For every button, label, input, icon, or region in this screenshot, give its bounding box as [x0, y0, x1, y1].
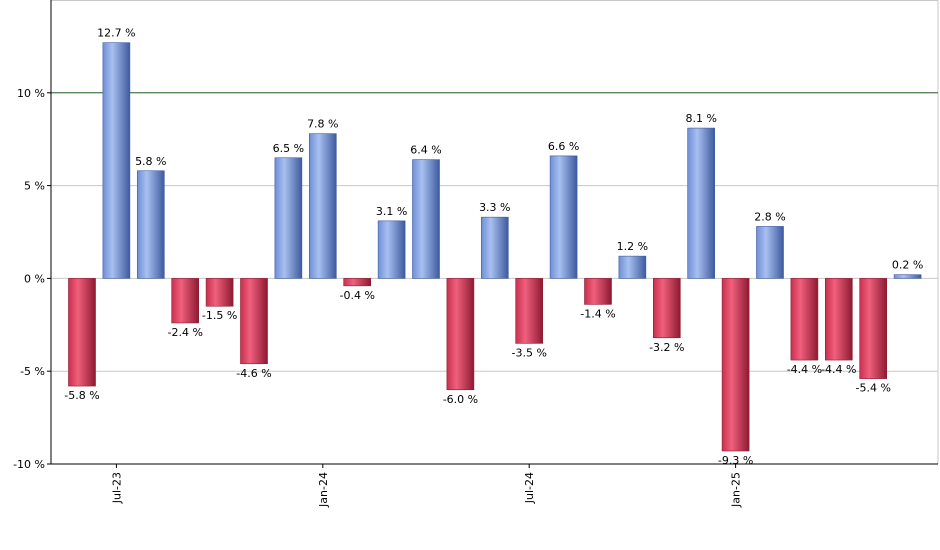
bar: [446, 278, 475, 391]
bars: [68, 42, 922, 452]
data-label: -3.2 %: [649, 341, 684, 354]
bar: [205, 278, 234, 307]
bar: [377, 220, 406, 279]
y-tick-label: 0 %: [24, 272, 45, 285]
bar: [412, 159, 440, 279]
data-label: 6.6 %: [548, 140, 579, 153]
data-label: 12.7 %: [97, 27, 135, 40]
bar: [240, 278, 268, 365]
bar: [171, 278, 199, 324]
data-label: 1.2 %: [617, 240, 648, 253]
bar: [721, 278, 750, 452]
bar: [68, 278, 96, 387]
x-tick-label: Jan-25: [730, 472, 743, 508]
bar: [756, 226, 784, 279]
data-label: 6.5 %: [273, 142, 304, 155]
data-label: 3.1 %: [376, 205, 407, 218]
y-tick-label: -5 %: [20, 365, 45, 378]
y-tick-label: 5 %: [24, 180, 45, 193]
data-label: -5.4 %: [855, 382, 890, 395]
bar: [859, 278, 888, 379]
data-label: -6.0 %: [443, 393, 478, 406]
data-label: 8.1 %: [685, 112, 716, 125]
data-label: 0.2 %: [892, 259, 923, 272]
bar: [343, 278, 372, 287]
data-label: -3.5 %: [511, 346, 546, 359]
data-label: -5.8 %: [64, 389, 99, 402]
data-label: -4.4 %: [787, 363, 822, 376]
bar: [274, 157, 303, 279]
bar: [515, 278, 544, 344]
data-label: -0.4 %: [339, 289, 374, 302]
data-label: -4.4 %: [821, 363, 856, 376]
x-tick-label: Jan-24: [317, 472, 330, 508]
data-label: -4.6 %: [236, 367, 271, 380]
bar: [308, 133, 337, 279]
axes: -10 % -5 % 0 % 5 % 10 % Jul-23 Jan-24 Jul-24 Jan…: [13, 0, 938, 508]
data-label: -9.3 %: [718, 454, 753, 467]
bar: [893, 274, 922, 279]
bar: [652, 278, 681, 339]
bar: [687, 127, 716, 279]
bar: [584, 278, 612, 305]
data-label: 6.4 %: [410, 144, 441, 157]
data-label: 7.8 %: [307, 118, 338, 131]
bar: [618, 255, 647, 279]
bar: [790, 278, 819, 361]
data-label: -2.4 %: [167, 326, 202, 339]
data-label: 2.8 %: [754, 210, 785, 223]
data-label: 3.3 %: [479, 201, 510, 214]
y-tick-label: 10 %: [17, 87, 45, 100]
bar: [480, 216, 509, 279]
y-tick-label: -10 %: [13, 458, 45, 471]
data-label: -1.4 %: [580, 307, 615, 320]
bar: [824, 278, 853, 361]
bar: [137, 170, 165, 279]
bar: [549, 155, 578, 279]
bar: [102, 42, 131, 279]
data-label: -1.5 %: [202, 309, 237, 322]
x-tick-label: Jul-23: [110, 472, 123, 504]
data-labels: -5.8 % 12.7 % 5.8 % -2.4 %-1.5 % -4.6 % 6.5 %…: [64, 27, 923, 467]
data-label: 5.8 %: [135, 155, 166, 168]
x-tick-label: Jul-24: [523, 472, 536, 504]
